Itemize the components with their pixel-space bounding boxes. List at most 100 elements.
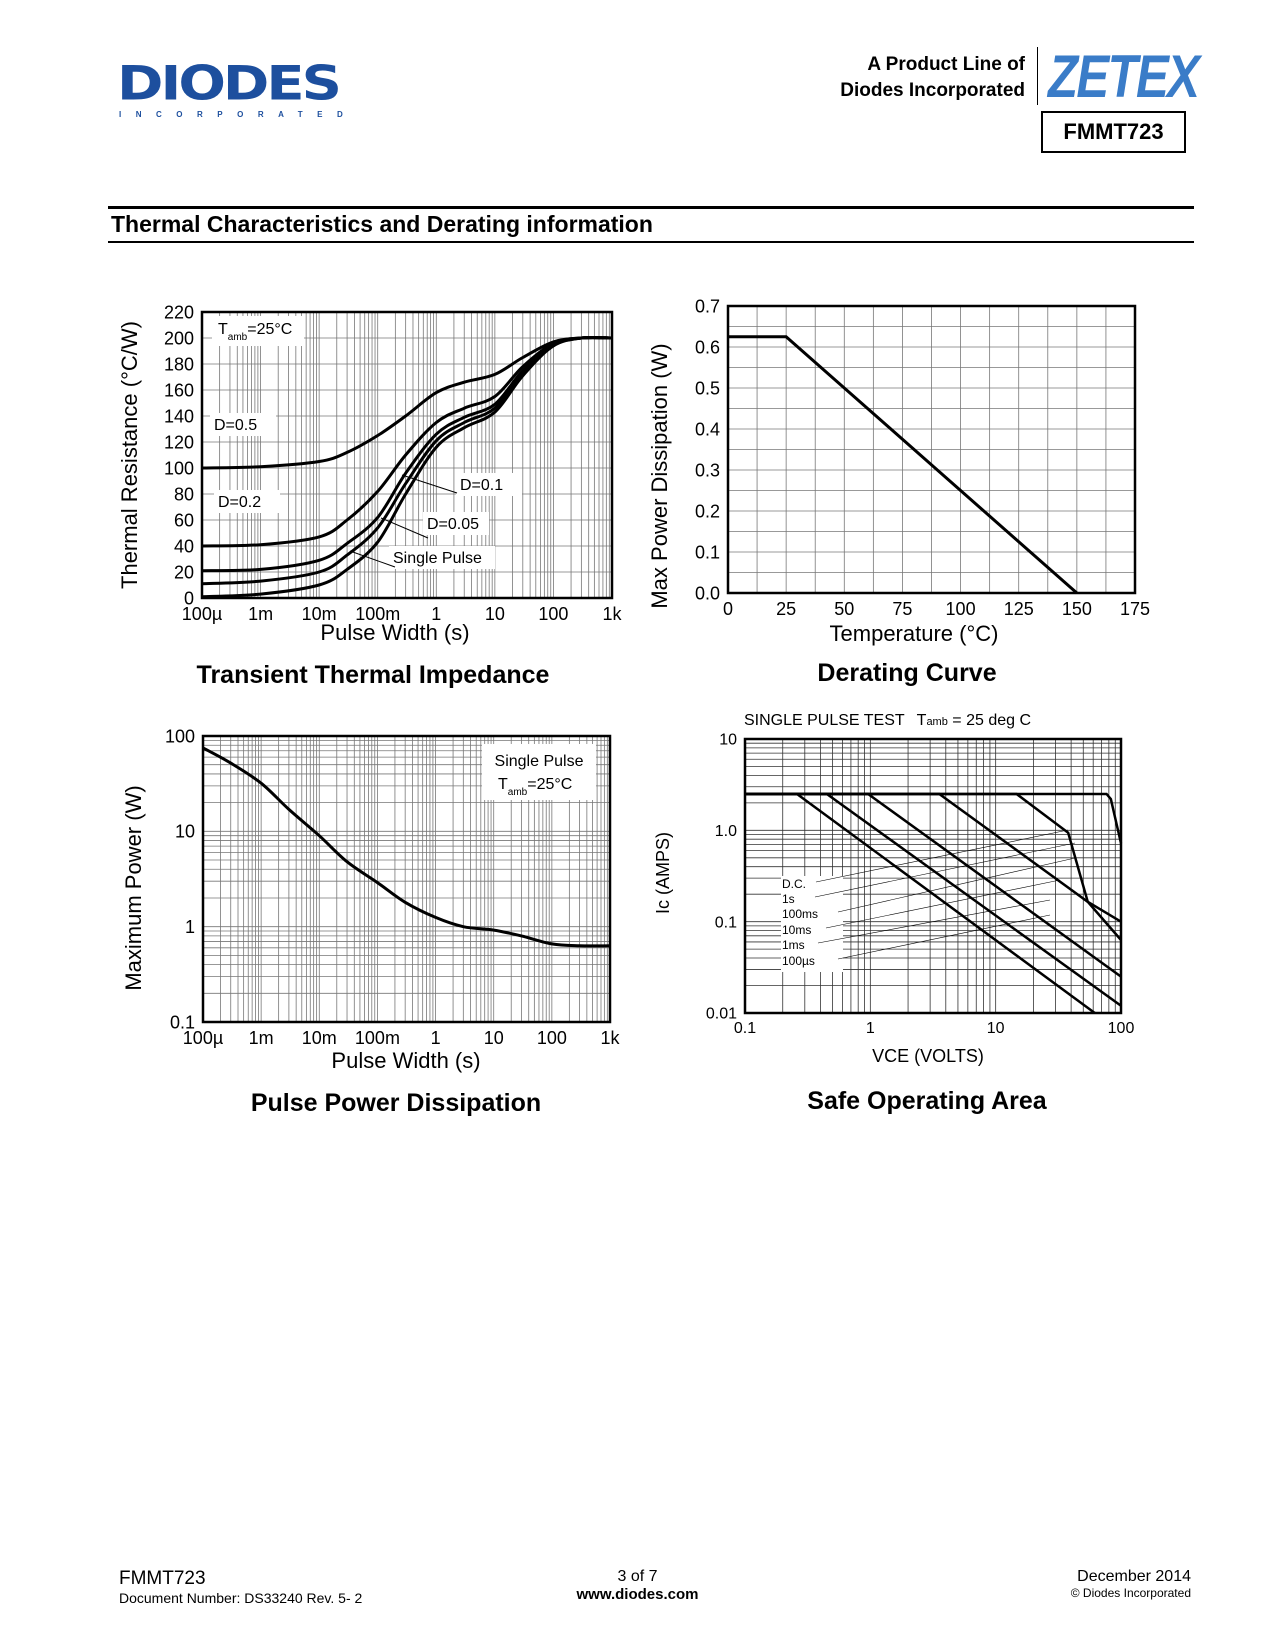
x-tick-label: 100 [946, 599, 976, 619]
y-tick-label: 1.0 [715, 823, 737, 840]
footer-part: FMMT723 [119, 1568, 206, 1589]
section-title: Thermal Characteristics and Derating inf… [111, 211, 653, 237]
label-background [389, 546, 495, 569]
subtitle-rest: = 25 deg C [948, 712, 1031, 729]
footer-url[interactable]: www.diodes.com [576, 1586, 699, 1603]
leader-line [837, 857, 1076, 913]
chart-1: 0 25 50 75 100 125 150 175 0.0 0.1 0.2 0.3 0.4 0.5 0.6… [647, 296, 1150, 687]
label-background [212, 316, 304, 346]
label-background [214, 490, 280, 513]
section-rule-bottom [108, 241, 1194, 243]
x-axis-label: Pulse Width (s) [331, 1048, 480, 1073]
y-tick-label: 200 [164, 328, 194, 348]
y-tick-label: 0 [184, 588, 194, 608]
leader-line [837, 914, 1051, 960]
footer-page: 3 of 7 [617, 1568, 658, 1585]
tamb-rest: =25°C [247, 321, 292, 338]
x-tick-label: 10 [987, 1020, 1005, 1037]
series-line-Single Pulse [201, 335, 613, 599]
y-tick-label: 80 [174, 484, 194, 504]
x-axis-label: Temperature (°C) [830, 621, 999, 646]
series-label: D=0.1 [460, 477, 503, 494]
chart-2: 100µ 1m 10m 100m 1 10 100 1k 0.1 1 10 100 Pulse Widt… [121, 726, 621, 1117]
x-tick-label: 0 [723, 599, 733, 619]
series-label: D=0.05 [427, 516, 479, 533]
x-tick-label: 125 [1004, 599, 1034, 619]
tamb-rest: =25°C [527, 776, 572, 793]
series-label: D.C. [782, 877, 806, 891]
product-line-text: A Product Line of Diodes Incorporated [840, 52, 1025, 104]
x-tick-label: 25 [776, 599, 796, 619]
y-tick-label: 0.0 [695, 583, 720, 603]
x-axis-label: VCE (VOLTS) [872, 1046, 984, 1066]
section-rule-top [108, 206, 1194, 209]
subtitle-sub: amb [926, 716, 947, 728]
y-tick-label: 140 [164, 406, 194, 426]
plot-frame [743, 737, 1123, 1015]
y-tick-label: 0.1 [695, 542, 720, 562]
y-tick-label: 40 [174, 536, 194, 556]
y-tick-label: 0.6 [695, 337, 720, 357]
x-tick-label: 100 [537, 1028, 567, 1048]
part-number-box: FMMT723 [1041, 111, 1186, 153]
series-label: D=0.2 [218, 494, 261, 511]
single-pulse-label: Single Pulse [495, 753, 584, 770]
x-tick-label: 100m [355, 1028, 400, 1048]
y-tick-label: 180 [164, 354, 194, 374]
series-label: 1s [782, 892, 795, 906]
y-tick-label: 0.7 [695, 296, 720, 316]
diodes-logo: DIODES [117, 56, 342, 112]
x-tick-label: 100µ [183, 1028, 223, 1048]
leader-line [380, 517, 429, 539]
y-axis-label: Thermal Resistance (°C/W) [117, 321, 142, 589]
gridlines [202, 735, 611, 1023]
chart-2-annotations: Single Pulse Tamb=25°C [482, 744, 596, 800]
series-label: Single Pulse [393, 550, 482, 567]
x-tick-label: 10 [484, 1028, 504, 1048]
y-tick-label: 20 [174, 562, 194, 582]
subtitle-main: SINGLE PULSE TEST [744, 712, 905, 729]
footer-left: FMMT723 Document Number: DS33240 Rev. 5-… [119, 1568, 362, 1606]
plot-frame [201, 734, 612, 1024]
footer-center: 3 of 7 www.diodes.com [0, 1568, 1275, 1603]
footer-copyright: © Diodes Incorporated [1070, 1586, 1191, 1600]
header-divider [1037, 47, 1038, 105]
y-tick-label: 220 [164, 302, 194, 322]
x-tick-label: 10m [302, 604, 337, 624]
leader-line [825, 879, 1061, 929]
label-background [781, 876, 843, 972]
chart-title: Transient Thermal Impedance [197, 661, 550, 689]
label-background [423, 512, 489, 535]
x-tick-label: 100 [538, 604, 568, 624]
leader-line [815, 829, 1069, 883]
series-line-100µs [745, 792, 1123, 844]
chart-title: Safe Operating Area [807, 1087, 1048, 1115]
series-label: 100µs [782, 954, 815, 968]
footer-date: December 2014 [1077, 1568, 1191, 1585]
x-tick-label: 1m [249, 1028, 274, 1048]
x-tick-label: 100µ [182, 604, 222, 624]
series-label: D=0.5 [214, 417, 257, 434]
subtitle-t: T [917, 712, 927, 729]
x-tick-label: 1m [248, 604, 273, 624]
y-tick-label: 0.5 [695, 378, 720, 398]
x-tick-label: 175 [1120, 599, 1150, 619]
y-tick-label: 0.4 [695, 419, 720, 439]
x-tick-label: 75 [892, 599, 912, 619]
y-tick-label: 100 [164, 458, 194, 478]
x-tick-label: 1 [431, 1028, 441, 1048]
y-axis-label: Ic (AMPS) [653, 832, 673, 914]
y-tick-label: 10 [719, 732, 737, 749]
y-tick-label: 1 [185, 917, 195, 937]
chart-title: Pulse Power Dissipation [251, 1089, 541, 1117]
x-tick-label: 10m [302, 1028, 337, 1048]
y-tick-label: 0.2 [695, 501, 720, 521]
chart-0-annotations: Tamb=25°C D=0.5 D=0.2 D=0.1 D=0.05 Single Pul… [210, 316, 522, 569]
gridlines [727, 305, 1136, 594]
x-tick-label: 1 [431, 604, 441, 624]
product-line-1: A Product Line of [867, 54, 1025, 75]
y-tick-label: 0.01 [706, 1006, 737, 1023]
y-tick-label: 60 [174, 510, 194, 530]
footer-doc-number: Document Number: DS33240 Rev. 5- 2 [119, 1590, 363, 1606]
y-tick-label: 100 [165, 726, 195, 746]
